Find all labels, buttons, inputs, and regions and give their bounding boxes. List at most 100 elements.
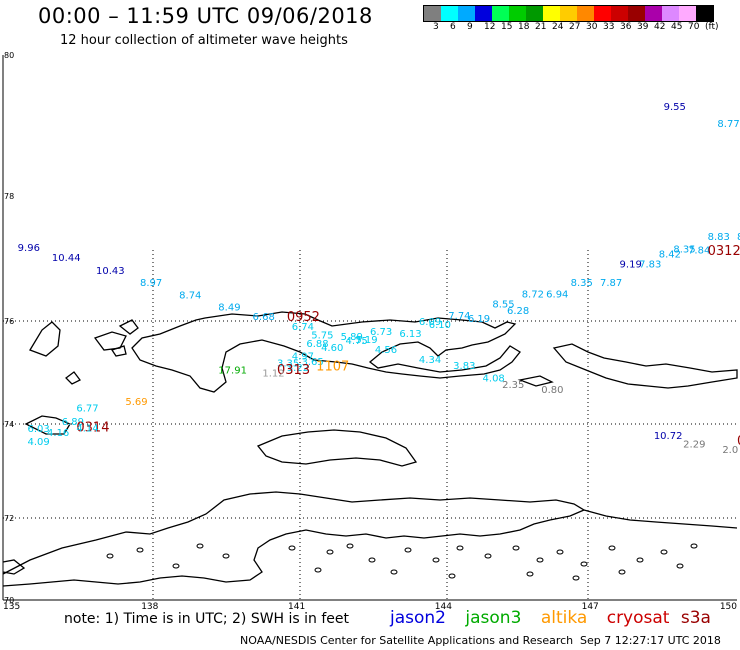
legend-swatch bbox=[424, 6, 441, 21]
longitude-label: 144 bbox=[435, 602, 452, 612]
wave-height-label: 9.19 bbox=[620, 259, 642, 270]
wave-height-label: 8.74 bbox=[179, 291, 201, 302]
coastline-maly-lyakhovsky bbox=[24, 415, 71, 435]
coastline-new-siberia-island bbox=[552, 343, 738, 389]
pass-time-label: 0312 bbox=[708, 244, 740, 259]
color-legend-labels: 3 6 9 12 15 18 21 24 27 30 33 36 39 42 45 70 (ft) bbox=[423, 22, 740, 34]
color-legend-bar bbox=[423, 5, 714, 22]
wave-height-label: 4.75 bbox=[346, 336, 368, 347]
wave-height-label: 8.83 bbox=[708, 232, 730, 243]
coastline-mainland bbox=[2, 491, 586, 587]
wave-height-label: 6.10 bbox=[429, 320, 451, 331]
satellite-legend: jason2 jason3 altika cryosat s3a bbox=[390, 608, 725, 628]
legend-swatch bbox=[594, 6, 611, 21]
wave-height-label: 5.69 bbox=[125, 397, 147, 408]
legend-swatch bbox=[492, 6, 509, 21]
wave-height-label: 4.97 bbox=[292, 352, 314, 363]
legend-swatch bbox=[577, 6, 594, 21]
wave-height-label: 10.43 bbox=[96, 266, 125, 277]
coastline-stolbovoy-reef bbox=[517, 375, 554, 387]
wave-height-label: 1.12 bbox=[262, 369, 284, 380]
wave-height-label: 7.84 bbox=[688, 246, 710, 257]
legend-label: 9 bbox=[467, 22, 473, 32]
wave-height-label: 8.42 bbox=[659, 249, 681, 260]
longitude-label: 141 bbox=[288, 602, 305, 612]
longitude-label: 138 bbox=[141, 602, 158, 612]
latitude-label: 72 bbox=[4, 514, 14, 523]
legend-label: 3 bbox=[433, 22, 439, 32]
footer-note: note: 1) Time is in UTC; 2) SWH is in fe… bbox=[64, 611, 350, 627]
legend-swatch bbox=[509, 6, 526, 21]
legend-label: 27 bbox=[569, 22, 581, 32]
wave-height-label: 3.65 bbox=[301, 357, 323, 368]
wave-height-label: 3.83 bbox=[453, 361, 475, 372]
wave-height-label: 7.74 bbox=[448, 311, 470, 322]
satellite-name: jason2 bbox=[390, 608, 446, 628]
latitude-label: 76 bbox=[4, 317, 14, 326]
wave-height-label: 8.55 bbox=[492, 299, 514, 310]
latitude-labels: 80 78 76 74 72 70 bbox=[4, 51, 14, 605]
page-title: 00:00 – 11:59 UTC 09/06/2018 bbox=[38, 4, 373, 28]
wave-height-label: 6.88 bbox=[306, 339, 328, 350]
wave-height-label: 4.60 bbox=[321, 343, 343, 354]
legend-swatch bbox=[458, 6, 475, 21]
satellite-name: jason3 bbox=[465, 608, 522, 628]
pass-time-label: 0313 bbox=[277, 363, 310, 378]
latitude-label: 78 bbox=[4, 192, 14, 201]
legend-swatch bbox=[628, 6, 645, 21]
wave-height-label: 10.72 bbox=[654, 431, 683, 442]
wave-height-label: 5.89 bbox=[341, 332, 363, 343]
wave-height-label: 4.34 bbox=[419, 355, 441, 366]
legend-label: 21 bbox=[535, 22, 547, 32]
longitude-label: 147 bbox=[582, 602, 599, 612]
wave-height-label: 8.49 bbox=[218, 302, 240, 313]
wave-height-label: 8.97 bbox=[140, 278, 162, 289]
wave-height-label: 2.35 bbox=[502, 380, 524, 391]
legend-swatch bbox=[696, 6, 713, 21]
legend-label: 30 bbox=[586, 22, 598, 32]
legend-label: 24 bbox=[552, 22, 564, 32]
wave-height-label: 6.09 bbox=[419, 317, 441, 328]
legend-label: 33 bbox=[603, 22, 615, 32]
wave-height-label: 9.55 bbox=[664, 102, 686, 113]
wave-height-label: 17.91 bbox=[218, 366, 247, 377]
coastline-bolshoy-lyakhovsky bbox=[256, 429, 418, 467]
coastline-small-island-a bbox=[93, 331, 127, 351]
legend-swatch bbox=[662, 6, 679, 21]
longitude-labels: 135 138 141 144 147 150 bbox=[3, 602, 737, 612]
legend-label: 70 bbox=[688, 22, 700, 32]
legend-label: 39 bbox=[637, 22, 649, 32]
wave-height-label: 5.75 bbox=[311, 331, 333, 342]
legend-swatch bbox=[560, 6, 577, 21]
wave-height-label: 5.19 bbox=[355, 335, 377, 346]
longitude-label: 135 bbox=[3, 602, 20, 612]
satellite-name: cryosat bbox=[606, 608, 670, 628]
legend-swatch bbox=[526, 6, 543, 21]
legend-label: 18 bbox=[518, 22, 530, 32]
coastline-small-island-b bbox=[118, 319, 139, 335]
wave-height-label: 6.19 bbox=[468, 314, 490, 325]
wave-height-label: 6.73 bbox=[370, 327, 392, 338]
latitude-label: 70 bbox=[4, 596, 14, 605]
generated-timestamp: Sep 7 12:27:17 UTC 2018 bbox=[580, 634, 721, 647]
graticule bbox=[3, 250, 737, 600]
wave-height-label: 6.68 bbox=[253, 312, 275, 323]
coastal-lakes bbox=[106, 543, 698, 581]
pass-time-label: 0952 bbox=[287, 310, 320, 325]
pass-time-label: 1107 bbox=[316, 359, 349, 374]
coastlines bbox=[2, 311, 738, 587]
coastline-lena-delta bbox=[2, 559, 26, 575]
wave-height-label: 10.44 bbox=[52, 253, 81, 264]
coastline-kotelny-island bbox=[131, 311, 521, 393]
wave-height-label: 8.77 bbox=[717, 119, 739, 130]
wave-height-label: 6.74 bbox=[292, 322, 314, 333]
legend-label: 42 bbox=[654, 22, 666, 32]
credit-line: NOAA/NESDIS Center for Satellite Applica… bbox=[240, 634, 574, 647]
legend-swatch bbox=[441, 6, 458, 21]
wave-height-label: 4.09 bbox=[27, 437, 49, 448]
wave-height-label: 3.22 bbox=[287, 363, 309, 374]
legend-swatch bbox=[611, 6, 628, 21]
legend-label: 45 bbox=[671, 22, 683, 32]
